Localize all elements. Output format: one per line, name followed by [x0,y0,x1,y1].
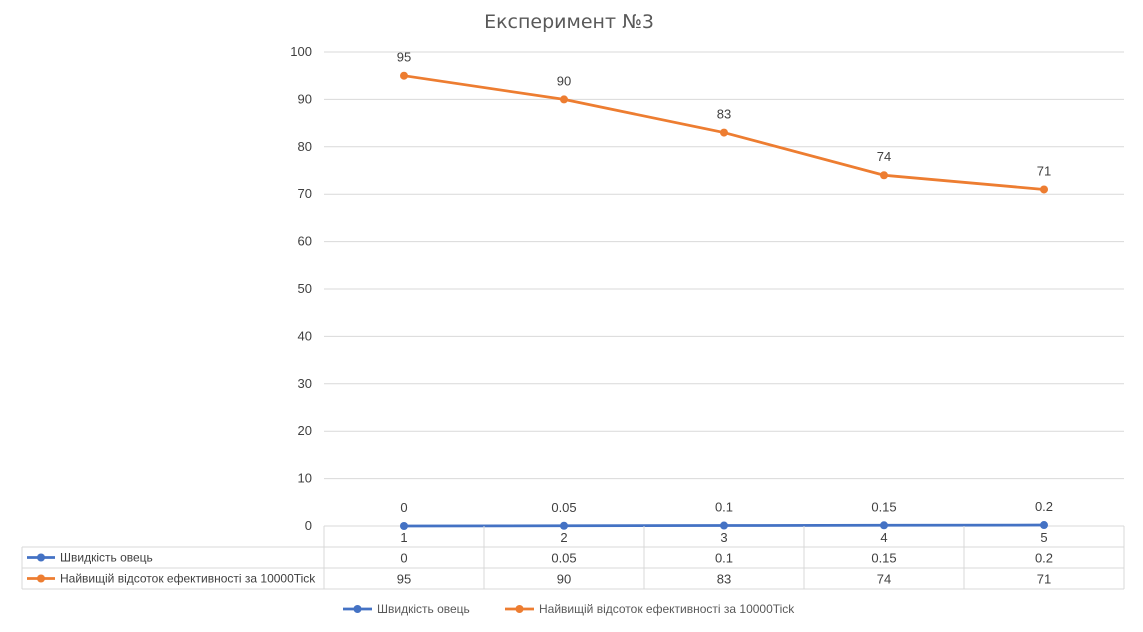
series-2: 95 90 83 74 71 [397,50,1051,194]
data-point [880,171,888,180]
series-layer: 0 0.05 0.1 0.15 0.2 95 90 83 74 71 [397,50,1053,530]
legend-marker [353,605,362,613]
data-point [400,71,408,80]
table-series-name: Швидкість овець [60,551,153,565]
table-cell: 95 [397,572,411,587]
data-point [720,128,728,137]
category-label: 4 [880,530,887,545]
data-point [880,521,888,530]
table-cell: 0.2 [1035,551,1053,566]
data-point [560,521,568,530]
table-cell: 0.1 [715,551,733,566]
category-label: 1 [400,530,407,545]
table-cell: 74 [877,572,891,587]
y-tick-label: 90 [298,91,312,106]
table-cell: 0 [400,551,407,566]
y-tick-label: 20 [298,423,312,438]
table-series-name: Найвищій відсоток ефективності за 10000T… [60,572,316,586]
data-label: 0 [400,500,407,515]
data-label: 0.15 [871,499,896,514]
series-1: 0 0.05 0.1 0.15 0.2 [400,499,1053,530]
y-tick-label: 100 [290,44,312,59]
data-point [400,522,408,530]
legend-entry: Найвищій відсоток ефективності за 10000T… [539,602,795,616]
table-cell: 0.15 [871,551,896,566]
data-table: 1 2 3 4 5 Швидкість овець 0 0.05 0.1 0.15 0.2 Найви… [21,526,1125,590]
y-tick-label: 80 [298,139,312,154]
y-tick-label: 0 [305,518,312,533]
table-legend-marker [37,574,45,583]
table-cell: 71 [1037,572,1051,587]
chart-title: Експеримент №3 [484,11,654,33]
data-label: 0.05 [551,500,576,515]
legend-entry: Швидкість овець [377,602,470,616]
category-label: 3 [720,530,727,545]
gridlines [323,51,1125,532]
y-tick-label: 50 [298,281,312,296]
table-cell: 83 [717,572,731,587]
table-legend-marker [37,553,45,562]
data-label: 83 [717,107,731,122]
data-point [1040,521,1048,530]
data-label: 71 [1037,163,1051,178]
table-cell: 0.05 [551,551,576,566]
data-label: 0.1 [715,500,733,515]
data-point [720,521,728,530]
data-label: 74 [877,149,891,164]
data-label: 0.2 [1035,499,1053,514]
y-tick-label: 40 [298,328,312,343]
y-tick-label: 30 [298,376,312,391]
data-point [1040,185,1048,194]
y-tick-label: 70 [298,186,312,201]
category-label: 2 [560,530,567,545]
category-label: 5 [1040,530,1047,545]
table-cell: 90 [557,572,571,587]
data-label: 95 [397,50,411,65]
legend: Швидкість овець Найвищій відсоток ефектив… [343,602,795,616]
y-axis: 0 10 20 30 40 50 60 70 80 90 100 [290,44,312,533]
data-point [560,95,568,104]
legend-marker [515,605,524,613]
data-label: 90 [557,73,571,88]
y-tick-label: 10 [298,471,312,486]
y-tick-label: 60 [298,234,312,249]
